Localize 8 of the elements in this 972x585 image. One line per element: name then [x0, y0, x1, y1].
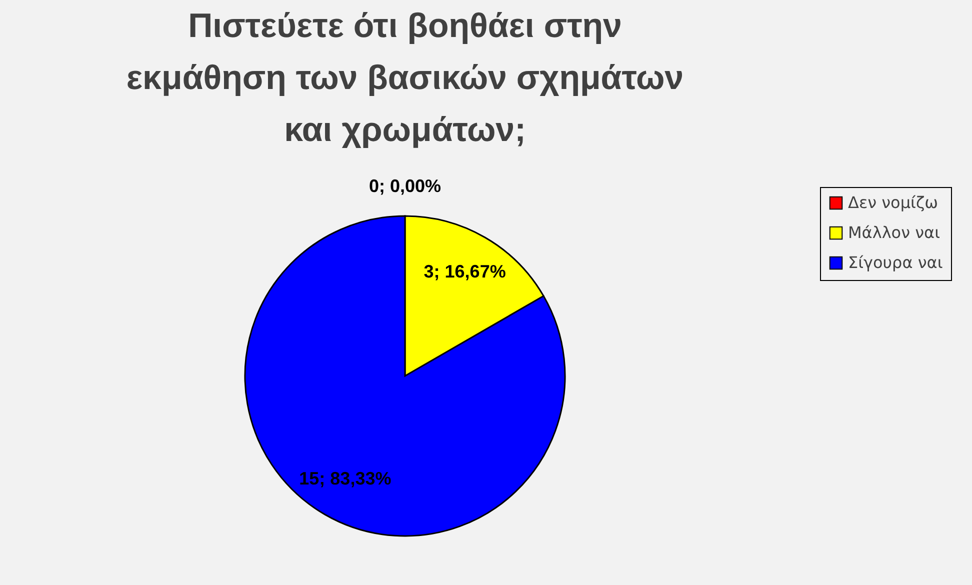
legend-label: Σίγουρα ναι: [848, 253, 943, 272]
legend-label: Μάλλον ναι: [848, 223, 940, 242]
text: 0; 0,00%: [368, 176, 442, 196]
pie-slice: [244, 215, 566, 537]
data-label: 15; 83,33%: [299, 468, 392, 489]
legend-label: Δεν νομίζω: [848, 193, 938, 212]
chart-title: Πιστεύετε ότι βοηθάει στην εκμάθηση των βασικών σχημάτων και χρωμάτων;: [126, 7, 684, 149]
data-label: 3; 16,67%: [424, 261, 506, 282]
